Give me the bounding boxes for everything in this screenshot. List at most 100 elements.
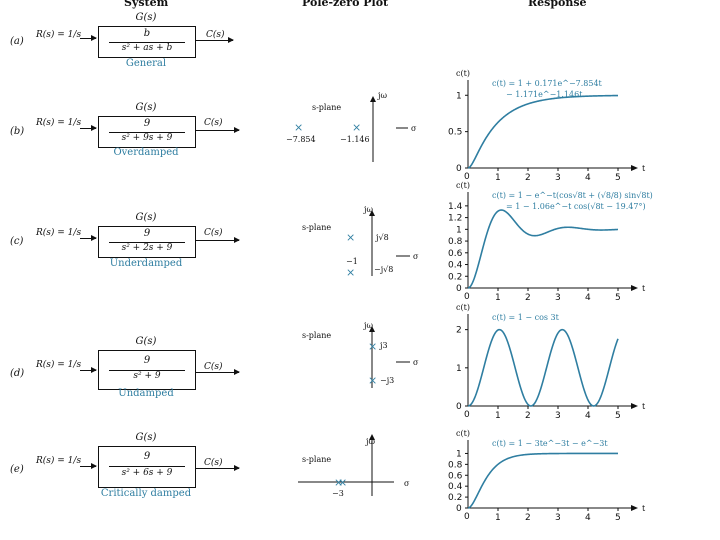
input-label: R(s) = 1/s [36, 118, 82, 128]
x-tick-label: 4 [585, 293, 591, 303]
y-tick-label: 0.4 [448, 482, 463, 492]
row-b: (b) R(s) = 1/s G(s) 9 s² + 9s + 9 Overda… [0, 91, 720, 200]
output-label: C(s) [204, 118, 223, 128]
x-tick-label: 4 [585, 513, 591, 523]
imag-axis-arrow [369, 326, 375, 332]
type-tag: General [125, 58, 167, 69]
row-label: (a) [10, 36, 24, 47]
output-arrow [195, 237, 240, 243]
x-tick-label: 1 [495, 293, 501, 303]
sigma-label: σ [411, 124, 417, 133]
header-response: Response [528, 0, 587, 9]
response-curve [467, 328, 619, 407]
pole-marker: × [346, 266, 355, 279]
pole-marker: × [368, 374, 377, 387]
row-a: (a) R(s) = 1/s G(s) b s² + as + b Genera… [0, 0, 720, 108]
pole-zero-plot: jω s-plane × × j√8 −j√8 −1 σ [302, 205, 419, 279]
jw-label: jω [365, 437, 375, 446]
t-label: t [642, 504, 646, 513]
x-tick-label: 0 [464, 292, 470, 302]
ct-label: c(t) [456, 181, 470, 190]
input-arrow [80, 35, 97, 41]
pole-marker: × [368, 340, 377, 353]
equation-line2: − 1.171e^−1.146t [506, 90, 583, 99]
y-tick-label: 0.2 [448, 493, 462, 503]
fraction-bar [109, 42, 185, 43]
x-axis-arrow [631, 505, 638, 511]
y-tick-label: 0 [456, 164, 462, 174]
output-arrow [195, 37, 234, 43]
splane-label: s-plane [302, 331, 331, 340]
numerator: 9 [143, 451, 151, 462]
numerator: 9 [143, 118, 151, 129]
input-arrow [80, 367, 97, 373]
x-tick-label: 0 [464, 410, 470, 420]
fraction-bar [109, 370, 185, 371]
sigma-label: σ [413, 358, 419, 367]
y-tick-label: 1 [456, 449, 462, 459]
gs-label: G(s) [135, 432, 157, 443]
x-axis-arrow [631, 165, 638, 171]
numerator: 9 [143, 355, 151, 366]
x-tick-label: 2 [525, 411, 531, 421]
x-tick-label: 1 [495, 411, 501, 421]
x-tick-label: 2 [525, 173, 531, 183]
transfer-block: b s² + as + b [98, 26, 196, 58]
header-system: System [124, 0, 169, 9]
response-curve [467, 94, 619, 169]
type-tag: Overdamped [113, 147, 179, 158]
y-tick-label: 1.4 [448, 202, 463, 212]
pole-label: −j3 [380, 376, 394, 385]
denominator: s² + 2s + 9 [121, 243, 173, 253]
response-plot-b: t c(t) 0 1 2 3 4 5 1 0.5 0 c(t) = 1 + 0.171e^−7.854… [448, 69, 646, 183]
fraction-bar [109, 242, 185, 243]
output-label: C(s) [204, 362, 223, 372]
numerator: 9 [143, 228, 151, 239]
t-label: t [642, 164, 646, 173]
equation-line1: c(t) = 1 + 0.171e^−7.854t [492, 79, 603, 88]
transfer-block: 9 s² + 9s + 9 [98, 116, 196, 148]
y-tick-label: 1 [456, 225, 462, 235]
ct-label: c(t) [456, 429, 470, 438]
type-tag: Critically damped [100, 488, 192, 499]
y-tick-label: 0 [456, 504, 462, 514]
x-tick-label: 5 [615, 513, 621, 523]
pole-label: −1 [346, 257, 358, 266]
pole-label: −j√8 [374, 265, 393, 274]
input-label: R(s) = 1/s [36, 228, 82, 238]
denominator: s² + 9s + 9 [121, 133, 173, 143]
denominator: s² + 9 [133, 371, 161, 381]
x-tick-label: 5 [615, 411, 621, 421]
response-plot-e: tc(t)0 1 2 3 4 510.80.60.40.20c(t) = 1 − 3te^… [448, 429, 646, 523]
pole-label: −7.854 [286, 135, 316, 144]
x-tick-label: 3 [555, 293, 561, 303]
y-tick-label: 1.2 [448, 214, 462, 224]
t-label: t [642, 402, 646, 411]
fraction-bar [109, 132, 185, 133]
equation-line1: c(t) = 1 − e^−t(cos√8t + (√8/8) sin√8t) [492, 191, 653, 200]
transfer-block: 9 s² + 2s + 9 [98, 226, 196, 258]
y-tick-label: 0.5 [448, 128, 462, 138]
response-plot-d: t c(t) 0 1 2 3 4 5 2 1 0 c(t) = 1 − cos 3t [456, 303, 646, 421]
x-tick-label: 3 [555, 513, 561, 523]
equation-line2: = 1 − 1.06e^−t cos(√8t − 19.47°) [506, 202, 646, 211]
input-arrow [80, 235, 97, 241]
x-tick-label: 0 [464, 512, 470, 522]
gs-label: G(s) [135, 212, 157, 223]
row-e: (e) R(s) = 1/s G(s) 9 s² + 6s + 9 Critic… [0, 420, 720, 528]
x-tick-label: 4 [585, 411, 591, 421]
equation-line1: c(t) = 1 − cos 3t [492, 313, 560, 322]
input-label: R(s) = 1/s [36, 360, 82, 370]
pole-zero-plot: jω s-plane × × j3 −j3 σ [302, 321, 419, 388]
input-arrow [80, 125, 97, 131]
imag-axis-arrow [369, 434, 375, 440]
row-c: (c) R(s) = 1/s G(s) 9 s² + 2s + 9 Underd… [0, 196, 720, 304]
type-tag: Underdamped [109, 258, 183, 269]
x-tick-label: 5 [615, 293, 621, 303]
numerator: b [143, 28, 151, 39]
x-tick-label: 0 [464, 172, 470, 182]
output-arrow [195, 465, 240, 471]
pole-marker: × [346, 231, 355, 244]
input-label: R(s) = 1/s [36, 30, 82, 40]
pole-label: −3 [332, 489, 344, 498]
